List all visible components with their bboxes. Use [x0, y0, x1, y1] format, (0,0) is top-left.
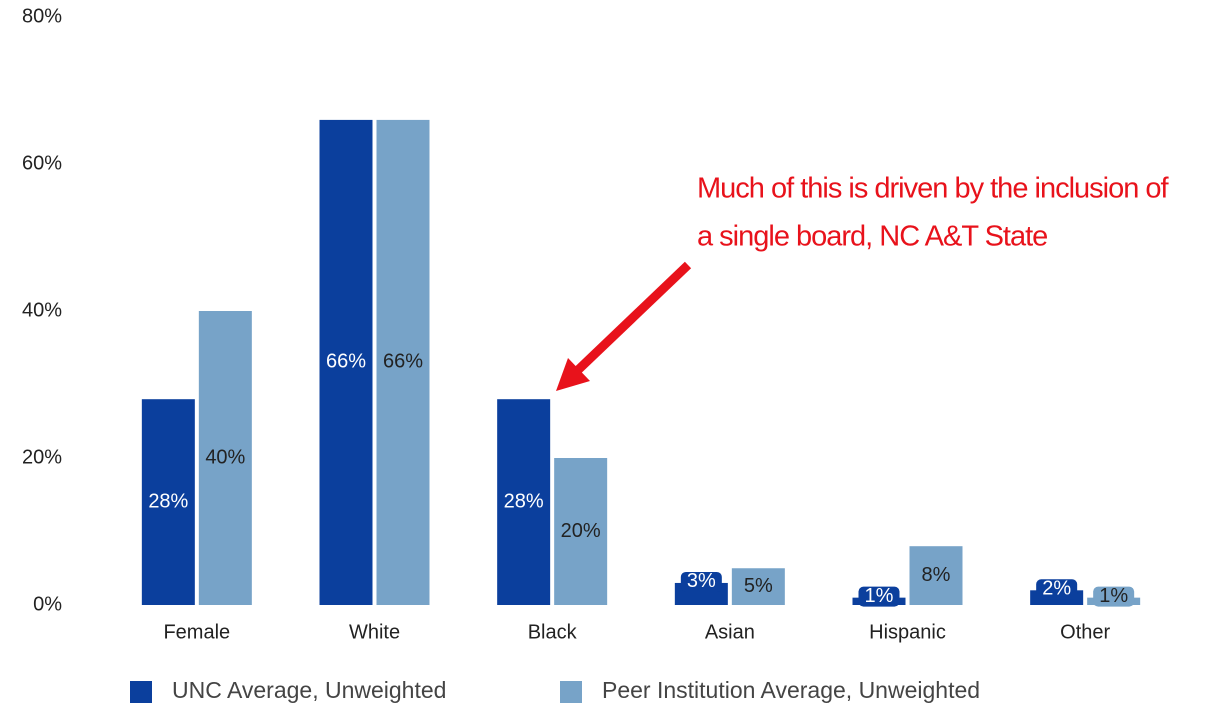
x-tick-label: Black: [528, 621, 578, 643]
value-label: 3%: [687, 570, 716, 592]
bar: [141, 399, 195, 605]
value-label: 28%: [148, 490, 188, 512]
annotation-arrowhead: [556, 358, 590, 391]
bar: [731, 568, 785, 605]
x-tick-label: Asian: [705, 621, 755, 643]
value-label: 1%: [865, 585, 894, 607]
annotation: a single board, NC A&T State: [697, 221, 1047, 253]
annotation-arrow: [574, 261, 692, 374]
bar: [319, 119, 373, 606]
value-label: 66%: [326, 351, 366, 373]
value-label: 20%: [561, 520, 601, 542]
label-bg: [858, 586, 900, 607]
value-label: 1%: [1099, 585, 1128, 607]
x-tick-label: Hispanic: [869, 621, 946, 643]
value-label: 2%: [1042, 578, 1071, 600]
x-tick-label: Other: [1060, 621, 1110, 643]
y-tick-label: 60%: [22, 152, 62, 174]
y-tick-label: 80%: [22, 5, 62, 27]
value-label: 28%: [504, 490, 544, 512]
bar: [376, 119, 430, 606]
bar: [909, 546, 963, 605]
y-tick-label: 20%: [22, 446, 62, 468]
bar: [554, 458, 608, 605]
bar: [198, 311, 252, 605]
label-bg: [680, 571, 722, 592]
y-tick-label: 40%: [22, 299, 62, 321]
label-bg: [1093, 586, 1135, 607]
annotation: Much of this is driven by the inclusion …: [697, 173, 1170, 205]
legend-label: Peer Institution Average, Unweighted: [602, 677, 980, 703]
value-label: 8%: [922, 564, 951, 586]
x-tick-label: White: [349, 621, 400, 643]
value-label: 40%: [205, 446, 245, 468]
bar: [497, 399, 551, 605]
value-label: 66%: [383, 351, 423, 373]
legend-label: UNC Average, Unweighted: [172, 677, 446, 703]
value-label: 5%: [744, 575, 773, 597]
y-tick-label: 0%: [33, 593, 62, 615]
legend-swatch: [130, 681, 152, 703]
x-tick-label: Female: [163, 621, 230, 643]
label-bg: [1036, 579, 1078, 600]
legend-swatch: [560, 681, 582, 703]
